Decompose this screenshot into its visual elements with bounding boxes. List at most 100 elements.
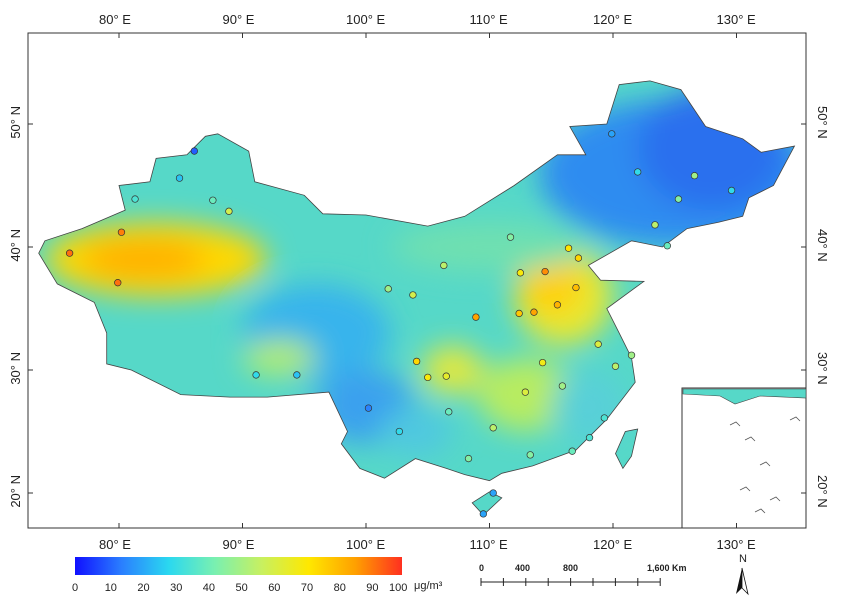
north-arrow-icon: [736, 568, 742, 594]
legend-tick: 90: [366, 582, 379, 594]
monitoring-station: [674, 195, 683, 203]
monitoring-station: [384, 285, 392, 293]
lat-label-right: 40° N: [815, 229, 830, 262]
lon-label-top: 90° E: [222, 12, 255, 27]
monitoring-station: [114, 279, 122, 287]
legend-tick: 30: [170, 582, 183, 594]
scale-label-0: 0: [479, 563, 485, 573]
lat-label-right: 50° N: [815, 106, 830, 139]
monitoring-station: [209, 196, 217, 204]
inset-coast: [682, 388, 807, 405]
monitoring-station: [634, 168, 642, 176]
boundary: [615, 428, 639, 470]
monitoring-station: [412, 357, 421, 366]
monitoring-station: [538, 358, 547, 367]
monitoring-station: [558, 382, 567, 390]
lat-label-left: 30° N: [8, 352, 23, 385]
monitoring-station: [585, 434, 594, 442]
monitoring-station: [409, 291, 417, 299]
monitoring-station: [627, 351, 636, 359]
monitoring-station: [611, 362, 620, 370]
lat-label-left: 20° N: [8, 475, 23, 508]
legend-tick: 70: [300, 582, 314, 594]
lat-label-left: 50° N: [8, 106, 23, 139]
island-dash: [789, 416, 801, 422]
lon-label-top: 110° E: [469, 12, 508, 27]
legend-tick: 40: [202, 582, 216, 594]
island-dash: [759, 461, 771, 467]
lon-label-bottom: 100° E: [346, 537, 386, 552]
lon-label-top: 80° E: [99, 12, 131, 27]
monitoring-station: [574, 254, 583, 262]
monitoring-station: [568, 447, 576, 455]
monitoring-station: [526, 451, 534, 459]
island-dash: [744, 436, 756, 442]
lon-label-top: 130° E: [716, 12, 756, 27]
island-dash: [739, 486, 751, 492]
monitoring-station: [608, 130, 616, 138]
lon-label-bottom: 120° E: [593, 537, 633, 552]
scale-label-400: 400: [515, 563, 531, 573]
monitoring-station: [489, 489, 497, 497]
lat-label-left: 40° N: [8, 229, 23, 262]
monitoring-station: [424, 373, 432, 382]
monitoring-station: [530, 308, 538, 316]
monitoring-station: [651, 221, 659, 229]
lon-label-bottom: 110° E: [469, 537, 508, 552]
monitoring-station: [131, 195, 139, 203]
monitoring-station: [65, 249, 74, 257]
monitoring-station: [572, 283, 580, 292]
island-dash: [729, 421, 741, 427]
monitoring-station: [553, 301, 562, 309]
monitoring-station: [175, 174, 184, 182]
monitoring-station: [564, 244, 573, 252]
monitoring-station: [594, 340, 602, 348]
monitoring-station: [489, 424, 497, 432]
monitoring-station: [506, 233, 515, 241]
south-china-sea-inset: [681, 387, 807, 529]
monitoring-station: [117, 228, 126, 236]
monitoring-station: [521, 388, 529, 396]
legend-tick: 60: [268, 582, 281, 594]
monitoring-station: [252, 371, 260, 379]
island-dash: [769, 496, 781, 502]
monitoring-station: [515, 309, 523, 318]
legend-unit: μg/m³: [414, 580, 443, 592]
monitoring-station: [516, 269, 525, 277]
north-label: N: [739, 553, 747, 565]
legend-tick: 10: [104, 582, 117, 594]
lat-label-right: 20° N: [815, 475, 830, 508]
legend-tick: 20: [137, 582, 150, 594]
legend-tick: 0: [72, 582, 79, 594]
monitoring-station: [364, 404, 373, 412]
monitoring-station: [472, 313, 480, 321]
legend-tick: 50: [235, 582, 248, 594]
monitoring-station: [600, 414, 609, 422]
lon-label-bottom: 80° E: [99, 537, 131, 552]
lat-label-right: 30° N: [815, 352, 830, 385]
monitoring-station: [663, 242, 671, 250]
monitoring-station: [395, 427, 403, 436]
monitoring-station: [690, 172, 699, 180]
island-dash: [754, 508, 766, 514]
scale-label-1600: 1,600 Km: [647, 563, 687, 573]
legend-tick: 100: [389, 582, 408, 594]
lon-label-top: 100° E: [346, 12, 386, 27]
monitoring-station: [442, 372, 450, 380]
monitoring-station: [190, 147, 198, 155]
monitoring-station: [293, 371, 301, 379]
monitoring-station: [464, 454, 473, 463]
monitoring-station: [440, 261, 448, 270]
monitoring-station: [541, 267, 549, 276]
lon-label-bottom: 90° E: [222, 537, 255, 552]
boundary: [38, 80, 796, 482]
monitoring-station: [727, 186, 736, 195]
boundary: [471, 491, 503, 516]
lon-label-bottom: 130° E: [716, 537, 756, 552]
monitoring-station: [225, 207, 233, 215]
monitoring-station: [445, 408, 453, 416]
lon-label-top: 120° E: [593, 12, 633, 27]
monitoring-station: [479, 510, 487, 518]
legend-colorbar: [75, 557, 402, 575]
